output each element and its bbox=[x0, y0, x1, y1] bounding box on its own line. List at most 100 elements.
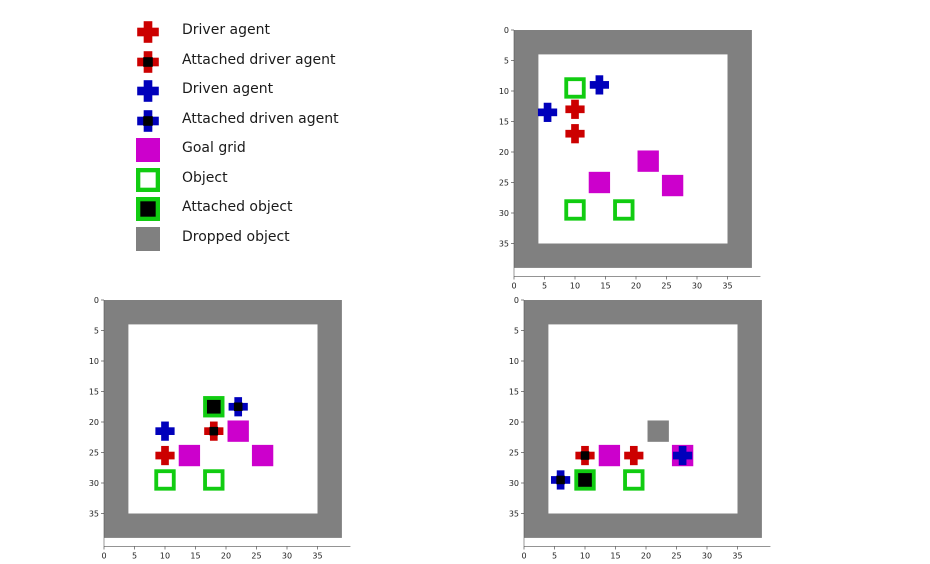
grid-panel-bottom-left: 0 5 10 15 20 25 30 35 0 5 10 15 20 25 30 35 bbox=[82, 292, 358, 564]
goal-marker bbox=[588, 171, 611, 194]
legend-label: Driver agent bbox=[182, 22, 270, 38]
x-tick-label: 10 bbox=[160, 551, 170, 560]
y-tick-label: 30 bbox=[89, 479, 99, 488]
driven-attached-marker bbox=[228, 397, 248, 417]
driven-marker bbox=[537, 102, 558, 122]
legend-item: Driver agent bbox=[130, 18, 390, 46]
legend: Driver agent Attached driver agent Driven … bbox=[130, 18, 390, 268]
y-tick-label: 25 bbox=[89, 449, 99, 458]
x-tick-label: 35 bbox=[732, 551, 742, 560]
x-tick-label: 10 bbox=[580, 551, 590, 560]
goal-marker bbox=[178, 444, 201, 467]
x-tick-label: 25 bbox=[251, 551, 261, 560]
driven-marker bbox=[672, 445, 693, 466]
driven-marker bbox=[589, 75, 610, 95]
object-icon bbox=[136, 167, 160, 192]
object-attached-marker bbox=[574, 469, 596, 491]
x-tick-label: 30 bbox=[692, 281, 702, 290]
goal-marker bbox=[661, 174, 684, 197]
driven-agent-icon bbox=[137, 80, 159, 102]
y-tick-label: 15 bbox=[89, 388, 99, 397]
legend-item: Attached object bbox=[130, 195, 390, 223]
grid-plot: 0 5 10 15 20 25 30 35 0 5 10 15 20 25 30 35 bbox=[89, 296, 351, 560]
x-tick-label: 35 bbox=[312, 551, 322, 560]
legend-label: Goal grid bbox=[182, 140, 246, 156]
attached-driven-agent-icon bbox=[137, 109, 159, 132]
y-tick-label: 15 bbox=[499, 118, 509, 127]
y-tick-label: 5 bbox=[94, 327, 99, 336]
y-tick-label: 10 bbox=[89, 357, 99, 366]
legend-label: Object bbox=[182, 169, 228, 186]
y-tick-label: 20 bbox=[509, 418, 519, 427]
x-tick-label: 0 bbox=[521, 551, 526, 560]
object-marker bbox=[564, 77, 586, 99]
driver-marker bbox=[624, 445, 644, 466]
y-tick-label: 25 bbox=[499, 179, 509, 188]
x-tick-label: 20 bbox=[641, 551, 651, 560]
legend-item: Attached driven agent bbox=[130, 107, 390, 135]
goal-marker bbox=[227, 420, 249, 442]
goal-marker bbox=[251, 444, 274, 467]
driven-marker bbox=[155, 421, 175, 441]
legend-label: Attached object bbox=[182, 199, 293, 215]
dropped-object-icon bbox=[136, 226, 160, 251]
y-tick-label: 30 bbox=[509, 479, 519, 488]
x-tick-label: 20 bbox=[221, 551, 231, 560]
attached-driver-agent-icon bbox=[137, 50, 159, 73]
y-tick-label: 35 bbox=[499, 240, 509, 249]
y-tick-label: 0 bbox=[514, 296, 519, 305]
grid-panel-top-right: 0 5 10 15 20 25 30 35 0 5 10 15 20 25 30 35 bbox=[492, 22, 768, 294]
goal-grid-icon bbox=[136, 138, 160, 162]
y-tick-label: 35 bbox=[509, 510, 519, 519]
y-tick-label: 35 bbox=[89, 510, 99, 519]
x-tick-label: 5 bbox=[542, 281, 547, 290]
legend-item: Driven agent bbox=[130, 77, 390, 105]
x-tick-label: 15 bbox=[610, 551, 620, 560]
y-tick-label: 10 bbox=[509, 357, 519, 366]
y-tick-label: 5 bbox=[514, 327, 519, 336]
legend-label: Driven agent bbox=[182, 81, 274, 97]
driver-attached-marker bbox=[204, 421, 224, 441]
x-tick-label: 25 bbox=[661, 281, 671, 290]
legend-item: Dropped object bbox=[130, 225, 390, 253]
object-marker bbox=[613, 199, 635, 221]
x-tick-label: 35 bbox=[722, 281, 732, 290]
legend-label: Attached driver agent bbox=[182, 51, 336, 68]
y-tick-label: 30 bbox=[499, 209, 509, 218]
x-tick-label: 10 bbox=[570, 281, 580, 290]
grid-plot: 0 5 10 15 20 25 30 35 0 5 10 15 20 25 30 35 bbox=[509, 296, 771, 560]
x-tick-label: 30 bbox=[702, 551, 712, 560]
object-marker bbox=[623, 469, 645, 491]
legend-item: Goal grid bbox=[130, 136, 390, 164]
object-attached-marker bbox=[203, 396, 225, 418]
x-tick-label: 0 bbox=[511, 281, 516, 290]
object-marker bbox=[154, 469, 176, 491]
attached-object-icon bbox=[136, 197, 160, 221]
x-tick-label: 5 bbox=[552, 551, 557, 560]
driver-marker bbox=[565, 99, 585, 119]
x-tick-label: 20 bbox=[631, 281, 641, 290]
x-tick-label: 25 bbox=[671, 551, 681, 560]
y-tick-label: 10 bbox=[499, 87, 509, 96]
x-tick-label: 15 bbox=[190, 551, 200, 560]
goal-marker bbox=[637, 150, 659, 172]
y-tick-label: 25 bbox=[509, 449, 519, 458]
y-tick-label: 20 bbox=[499, 148, 509, 157]
grid-panel-bottom-right: 0 5 10 15 20 25 30 35 0 5 10 15 20 25 30 35 bbox=[502, 292, 778, 564]
driver-marker bbox=[155, 445, 175, 466]
legend-label: Attached driven agent bbox=[182, 110, 339, 127]
object-marker bbox=[203, 469, 225, 491]
legend-label: Dropped object bbox=[182, 228, 290, 245]
legend-item: Attached driver agent bbox=[130, 48, 390, 76]
driver-agent-icon bbox=[137, 21, 159, 43]
object-marker bbox=[564, 199, 586, 221]
x-tick-label: 0 bbox=[101, 551, 106, 560]
goal-marker bbox=[598, 444, 621, 467]
driven-attached-marker bbox=[550, 470, 571, 490]
driver-attached-marker bbox=[575, 445, 595, 466]
x-tick-label: 5 bbox=[132, 551, 137, 560]
y-tick-label: 5 bbox=[504, 57, 509, 66]
dropped-marker bbox=[647, 420, 669, 442]
driver-marker bbox=[565, 124, 585, 144]
grid-plot: 0 5 10 15 20 25 30 35 0 5 10 15 20 25 30 35 bbox=[499, 26, 761, 290]
